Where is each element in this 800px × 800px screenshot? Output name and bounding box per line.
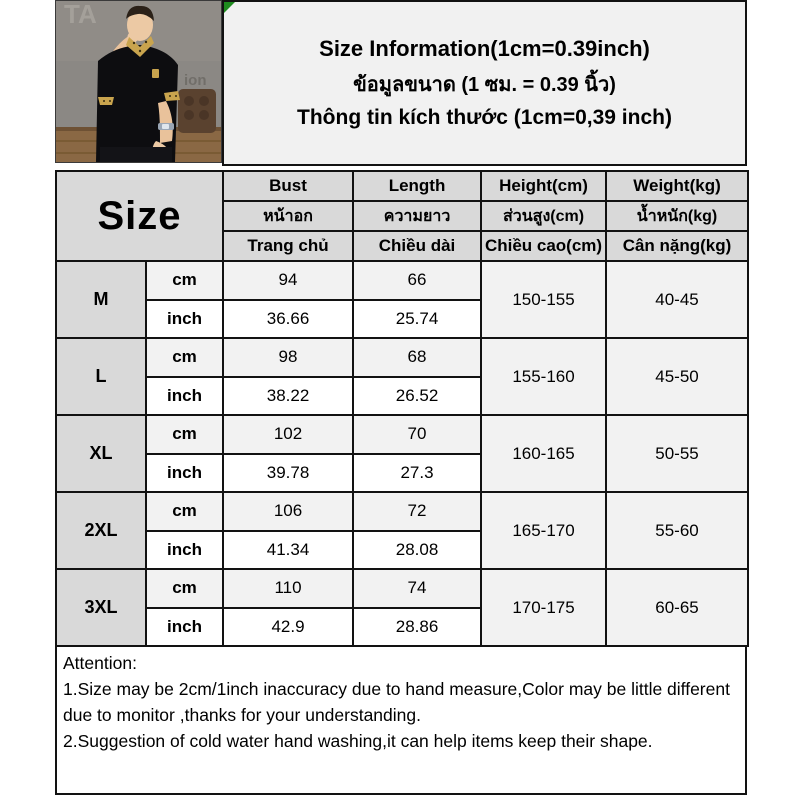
weight-range-2xl: 55-60 [605,491,750,570]
length-inch-xl: 27.3 [352,452,483,493]
table-row-l-inch: inch 38.22 26.52 [56,375,748,416]
table-row-l-cm: L cm 98 68 155-160 45-50 [55,337,750,416]
header-bust-th: หน้าอก [222,200,355,232]
title-thai: ข้อมูลขนาด (1 ซม. = 0.39 นิ้ว) [353,74,616,96]
size-information-title-box: Size Information(1cm=0.39inch) ข้อมูลขนา… [222,0,747,166]
unit-inch-cell: inch [144,375,225,416]
bust-inch-l: 38.22 [222,375,355,416]
header-row-english: Size Bust Length Height(cm) Weight(kg) [54,170,750,262]
bust-inch-3xl: 42.9 [222,606,355,647]
attention-heading: Attention: [63,653,137,673]
bust-inch-2xl: 41.34 [222,529,355,570]
header-weight-vi: Cân nặng(kg) [605,230,750,262]
attention-note-1: 1.Size may be 2cm/1inch inaccuracy due t… [63,679,730,725]
table-row-m-cm: M cm 94 66 150-155 40-45 [55,260,750,339]
attention-notes: Attention: 1.Size may be 2cm/1inch inacc… [55,645,747,795]
unit-cm-cell: cm [144,337,225,378]
header-row-vietnamese: Trang chủ Chiều dài Chiều cao(cm) Cân nặ… [56,230,750,262]
unit-cm-cell: cm [144,414,225,455]
header-bust-en: Bust [222,170,355,202]
svg-text:TA: TA [64,1,97,29]
unit-cm-cell: cm [144,260,225,301]
table-row-xl-inch: inch 39.78 27.3 [56,452,748,493]
attention-note-2: 2.Suggestion of cold water hand washing,… [63,731,653,751]
header-weight-th: น้ำหนัก(kg) [605,200,750,232]
height-range-2xl: 165-170 [480,491,608,570]
title-english: Size Information(1cm=0.39inch) [319,36,650,61]
length-cm-xl: 70 [352,414,483,455]
header-bust-vi: Trang chủ [222,230,355,262]
product-photo-illustration: TA ion [56,1,221,162]
title-vietnamese: Thông tin kích thước (1cm=0,39 inch) [297,106,672,129]
table-row-m-inch: inch 36.66 25.74 [56,298,748,339]
length-inch-l: 26.52 [352,375,483,416]
header-row-thai: หน้าอก ความยาว ส่วนสูง(cm) น้ำหนัก(kg) [56,200,750,232]
height-range-m: 150-155 [480,260,608,339]
height-range-l: 155-160 [480,337,608,416]
product-photo: TA ion [55,0,222,163]
length-cm-2xl: 72 [352,491,483,532]
unit-inch-cell: inch [144,529,225,570]
bust-inch-m: 36.66 [222,298,355,339]
length-inch-3xl: 28.86 [352,606,483,647]
table-row-2xl-cm: 2XL cm 106 72 165-170 55-60 [55,491,750,570]
bust-inch-xl: 39.78 [222,452,355,493]
weight-range-m: 40-45 [605,260,750,339]
height-range-3xl: 170-175 [480,568,608,647]
svg-text:ion: ion [184,72,207,89]
size-label-l: L [55,337,147,416]
header-length-vi: Chiều dài [352,230,483,262]
unit-inch-cell: inch [144,298,225,339]
unit-cm-cell: cm [144,491,225,532]
size-label-3xl: 3XL [55,568,147,647]
unit-inch-cell: inch [144,606,225,647]
size-table: Size Bust Length Height(cm) Weight(kg) ห… [54,170,750,647]
bust-cm-l: 98 [222,337,355,378]
weight-range-3xl: 60-65 [605,568,750,647]
header-height-en: Height(cm) [480,170,608,202]
header-height-vi: Chiều cao(cm) [480,230,608,262]
weight-range-xl: 50-55 [605,414,750,493]
table-row-3xl-cm: 3XL cm 110 74 170-175 60-65 [55,568,750,647]
bust-cm-3xl: 110 [222,568,355,609]
length-inch-m: 25.74 [352,298,483,339]
height-range-xl: 160-165 [480,414,608,493]
header-weight-en: Weight(kg) [605,170,750,202]
comment-marker-icon [224,2,235,13]
header-length-th: ความยาว [352,200,483,232]
length-cm-l: 68 [352,337,483,378]
length-cm-m: 66 [352,260,483,301]
size-label-m: M [55,260,147,339]
table-row-xl-cm: XL cm 102 70 160-165 50-55 [55,414,750,493]
length-cm-3xl: 74 [352,568,483,609]
unit-inch-cell: inch [144,452,225,493]
bust-cm-m: 94 [222,260,355,301]
bust-cm-xl: 102 [222,414,355,455]
size-label-xl: XL [55,414,147,493]
table-row-2xl-inch: inch 41.34 28.08 [56,529,748,570]
size-label-2xl: 2XL [55,491,147,570]
header-height-th: ส่วนสูง(cm) [480,200,608,232]
size-header: Size [54,170,225,262]
table-row-3xl-inch: inch 42.9 28.86 [56,606,748,647]
weight-range-l: 45-50 [605,337,750,416]
header-length-en: Length [352,170,483,202]
length-inch-2xl: 28.08 [352,529,483,570]
unit-cm-cell: cm [144,568,225,609]
bust-cm-2xl: 106 [222,491,355,532]
